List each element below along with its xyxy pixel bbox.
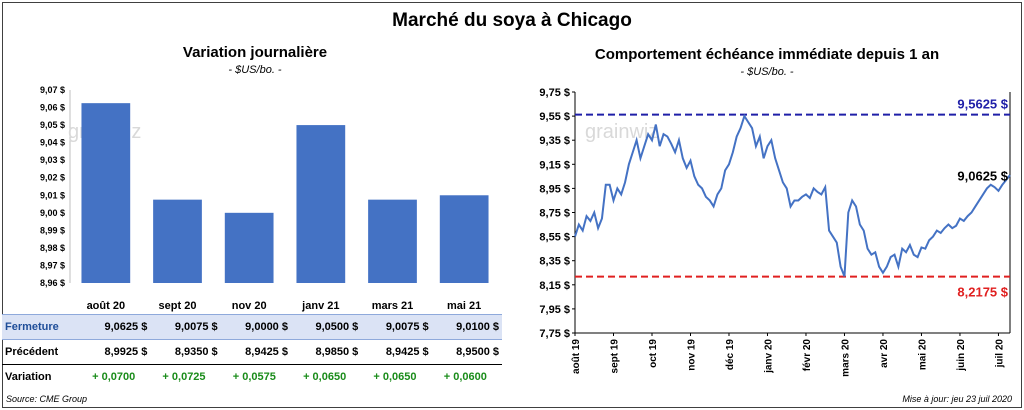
bar	[153, 199, 202, 283]
daily-variation-chart: 8,96 $ 8,97 $ 8,98 $ 8,99 $ 9,00 $ 9,01 $ 9,02…	[40, 85, 489, 312]
table-cell: 9,0075 $	[361, 314, 432, 340]
min-label: 8,2175 $	[957, 285, 1008, 300]
y-tick-label: 9,35 $	[539, 135, 570, 147]
bar	[296, 125, 346, 283]
bar	[224, 212, 274, 283]
price-table: Fermeture 9,0625 $ 9,0075 $ 9,0000 $ 9,0…	[2, 314, 502, 390]
table-cell: 8,9425 $	[361, 339, 432, 365]
x-tick-label: janv 21	[301, 300, 339, 312]
y-tick-label: 8,35 $	[539, 256, 570, 268]
table-cell: 9,0000 $	[220, 314, 291, 340]
row-label: Variation	[5, 371, 52, 384]
bar	[368, 199, 417, 283]
y-tick-label: 8,55 $	[539, 232, 570, 244]
y-tick-label: 9,05 $	[40, 120, 65, 130]
x-tick-label: mai 20	[917, 339, 928, 371]
table-row-close: Fermeture 9,0625 $ 9,0075 $ 9,0000 $ 9,0…	[2, 314, 502, 340]
y-tick-label: 8,95 $	[539, 183, 570, 195]
x-tick-label: nov 19	[686, 339, 697, 371]
x-tick-label: sept 20	[159, 300, 197, 312]
table-row-previous: Précédent 8,9925 $ 8,9350 $ 8,9425 $ 8,9…	[2, 339, 502, 365]
x-tick-label: juil 20	[994, 339, 1005, 369]
row-label: Précédent	[2, 339, 80, 365]
y-tick-label: 9,15 $	[539, 159, 570, 171]
max-label: 9,5625 $	[957, 97, 1008, 112]
table-cell: + 0,0650	[303, 371, 347, 384]
x-tick-label: avr 20	[879, 339, 890, 368]
update-note: Mise à jour: jeu 23 juil 2020	[902, 394, 1012, 404]
table-cell: + 0,0650	[373, 371, 417, 384]
main-title: Marché du soya à Chicago	[392, 10, 632, 31]
y-tick-label: 8,97 $	[40, 260, 65, 270]
x-tick-label: août 20	[87, 300, 126, 312]
table-cell: 8,9425 $	[220, 339, 291, 365]
right-chart-title: Comportement échéance immédiate depuis 1…	[594, 46, 940, 63]
table-cell: 8,9500 $	[431, 339, 502, 365]
y-tick-label: 9,06 $	[40, 103, 65, 113]
x-tick-label: oct 19	[648, 339, 659, 368]
y-tick-label: 9,75 $	[539, 87, 570, 99]
x-tick-label: nov 20	[232, 300, 267, 312]
x-tick-label: mars 20	[840, 339, 851, 377]
y-tick-label: 8,98 $	[40, 243, 65, 253]
bar	[439, 195, 489, 283]
y-tick-label: 9,55 $	[539, 111, 570, 123]
y-tick-label: 9,00 $	[40, 208, 65, 218]
y-tick-label: 9,04 $	[40, 138, 65, 148]
table-cell: 8,9350 $	[150, 339, 221, 365]
source-note: Source: CME Group	[6, 394, 88, 404]
x-tick-label: juin 20	[956, 339, 967, 372]
bar	[81, 103, 131, 283]
table-cell: 9,0625 $	[80, 314, 151, 340]
y-tick-label: 8,99 $	[40, 225, 65, 235]
y-tick-label: 9,02 $	[40, 173, 65, 183]
table-cell: 8,9925 $	[80, 339, 151, 365]
table-row-variation: Variation + 0,0700 + 0,0725 + 0,0575 + 0…	[2, 365, 502, 390]
y-tick-label: 9,03 $	[40, 155, 65, 165]
table-cell: + 0,0725	[162, 371, 206, 384]
x-tick-label: déc 19	[725, 339, 736, 371]
y-tick-label: 7,95 $	[539, 304, 570, 316]
table-cell: 9,0100 $	[431, 314, 502, 340]
y-tick-label: 9,07 $	[40, 85, 65, 95]
x-tick-label: sept 19	[609, 339, 620, 374]
x-tick-label: févr 20	[802, 339, 813, 372]
last-price-label: 9,0625 $	[957, 168, 1008, 183]
table-cell: 8,9850 $	[290, 339, 362, 365]
left-chart-title: Variation journalière	[182, 44, 328, 61]
x-tick-label: janv 20	[763, 339, 774, 374]
table-cell: + 0,0700	[92, 371, 136, 384]
y-tick-label: 9,01 $	[40, 190, 65, 200]
left-chart-unit: - $US/bo. -	[228, 64, 282, 76]
y-tick-label: 8,75 $	[539, 208, 570, 220]
x-tick-label: mai 21	[447, 300, 481, 312]
table-cell: 9,0500 $	[290, 314, 362, 340]
y-tick-label: 8,96 $	[40, 278, 65, 288]
one-year-chart: 7,75 $ 7,95 $ 8,15 $ 8,35 $ 8,55 $ 8,75 $ 8,95…	[539, 87, 1011, 377]
watermark: grainwiz	[585, 121, 658, 143]
y-tick-label: 8,15 $	[539, 280, 570, 292]
table-cell: + 0,0600	[443, 371, 487, 384]
x-tick-label: mars 21	[372, 300, 414, 312]
table-cell: 9,0075 $	[150, 314, 221, 340]
table-cell: + 0,0575	[232, 371, 276, 384]
row-label: Fermeture	[2, 314, 80, 340]
right-chart-unit: - $US/bo. -	[740, 66, 794, 78]
y-tick-label: 7,75 $	[539, 328, 570, 340]
x-tick-label: août 19	[571, 339, 582, 374]
price-line	[574, 113, 1011, 277]
